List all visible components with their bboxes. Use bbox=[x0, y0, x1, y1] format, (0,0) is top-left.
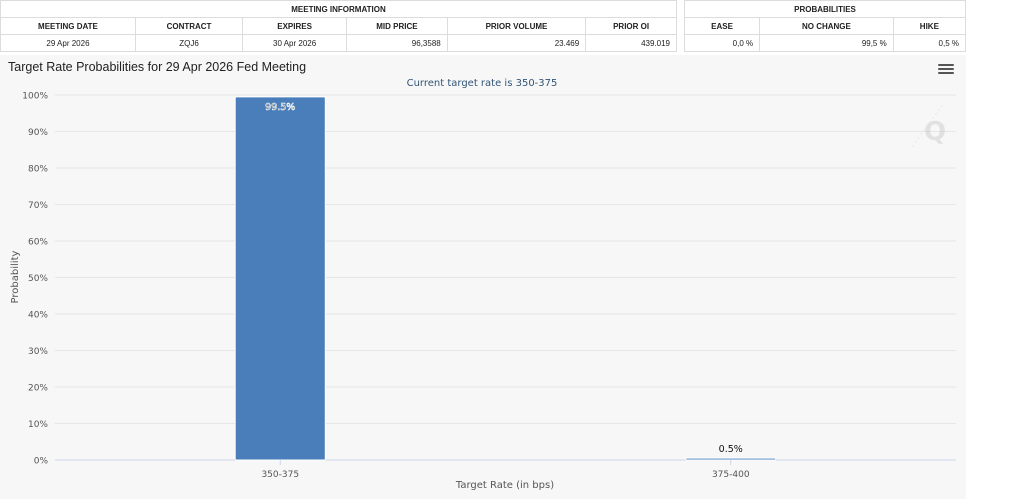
expires-value: 30 Apr 2026 bbox=[242, 34, 348, 52]
bar-chart: 0% 10% 20% 30% 40% 50% 60% 70% 80% 90% 100% 99.5% 0… bbox=[10, 78, 956, 491]
probabilities-header: PROBABILITIES bbox=[684, 0, 966, 18]
svg-text:Q: Q bbox=[924, 117, 946, 147]
col-prior-oi: PRIOR OI bbox=[585, 17, 677, 35]
meeting-information-header: MEETING INFORMATION bbox=[0, 0, 677, 18]
col-hike: HIKE bbox=[892, 17, 967, 35]
bar-375-400 bbox=[685, 457, 777, 461]
meeting-information-table: MEETING INFORMATION MEETING DATE CONTRAC… bbox=[0, 0, 677, 52]
mid-price-value: 96,3588 bbox=[346, 34, 448, 52]
col-prior-volume: PRIOR VOLUME bbox=[446, 17, 587, 35]
col-meeting-date: MEETING DATE bbox=[0, 17, 136, 35]
x-tick-label: 350-375 bbox=[261, 470, 299, 480]
probabilities-table: PROBABILITIES EASE NO CHANGE HIKE 0,0 % … bbox=[683, 0, 967, 52]
chart-subtitle: Current target rate is 350-375 bbox=[407, 78, 558, 89]
chart-menu-button[interactable] bbox=[938, 62, 954, 76]
col-contract: CONTRACT bbox=[134, 17, 244, 35]
chart-title: Target Rate Probabilities for 29 Apr 202… bbox=[8, 60, 307, 74]
col-expires: EXPIRES bbox=[242, 17, 348, 35]
prior-oi-value: 439.019 bbox=[585, 34, 677, 52]
no-change-value: 99,5 % bbox=[759, 34, 894, 52]
bar-350-375 bbox=[234, 96, 326, 461]
y-tick-label: 30% bbox=[28, 347, 48, 357]
y-tick-label: 0% bbox=[34, 457, 49, 467]
col-no-change: NO CHANGE bbox=[759, 17, 894, 35]
watermark-logo: Q bbox=[911, 102, 946, 148]
hike-value: 0,5 % bbox=[892, 34, 967, 52]
y-tick-label: 40% bbox=[28, 311, 48, 321]
col-mid-price: MID PRICE bbox=[346, 17, 448, 35]
y-tick-label: 70% bbox=[28, 201, 48, 211]
y-tick-label: 20% bbox=[28, 384, 48, 394]
data-label: 0.5% bbox=[719, 444, 743, 455]
y-tick-label: 60% bbox=[28, 238, 48, 248]
y-tick-label: 100% bbox=[22, 92, 48, 102]
y-axis-label: Probability bbox=[10, 250, 21, 303]
y-tick-label: 80% bbox=[28, 165, 48, 175]
chart-area: Target Rate Probabilities for 29 Apr 202… bbox=[0, 55, 966, 499]
x-axis-label: Target Rate (in bps) bbox=[455, 480, 554, 491]
meeting-date-value: 29 Apr 2026 bbox=[0, 34, 136, 52]
prior-volume-value: 23.469 bbox=[446, 34, 587, 52]
contract-value: ZQJ6 bbox=[134, 34, 244, 52]
y-tick-label: 50% bbox=[28, 274, 48, 284]
ease-value: 0,0 % bbox=[683, 34, 761, 52]
hamburger-icon bbox=[938, 64, 954, 66]
y-tick-label: 10% bbox=[28, 420, 48, 430]
y-tick-label: 90% bbox=[28, 128, 48, 138]
col-ease: EASE bbox=[683, 17, 761, 35]
x-tick-label: 375-400 bbox=[712, 470, 750, 480]
data-label: 99.5% bbox=[265, 102, 295, 113]
